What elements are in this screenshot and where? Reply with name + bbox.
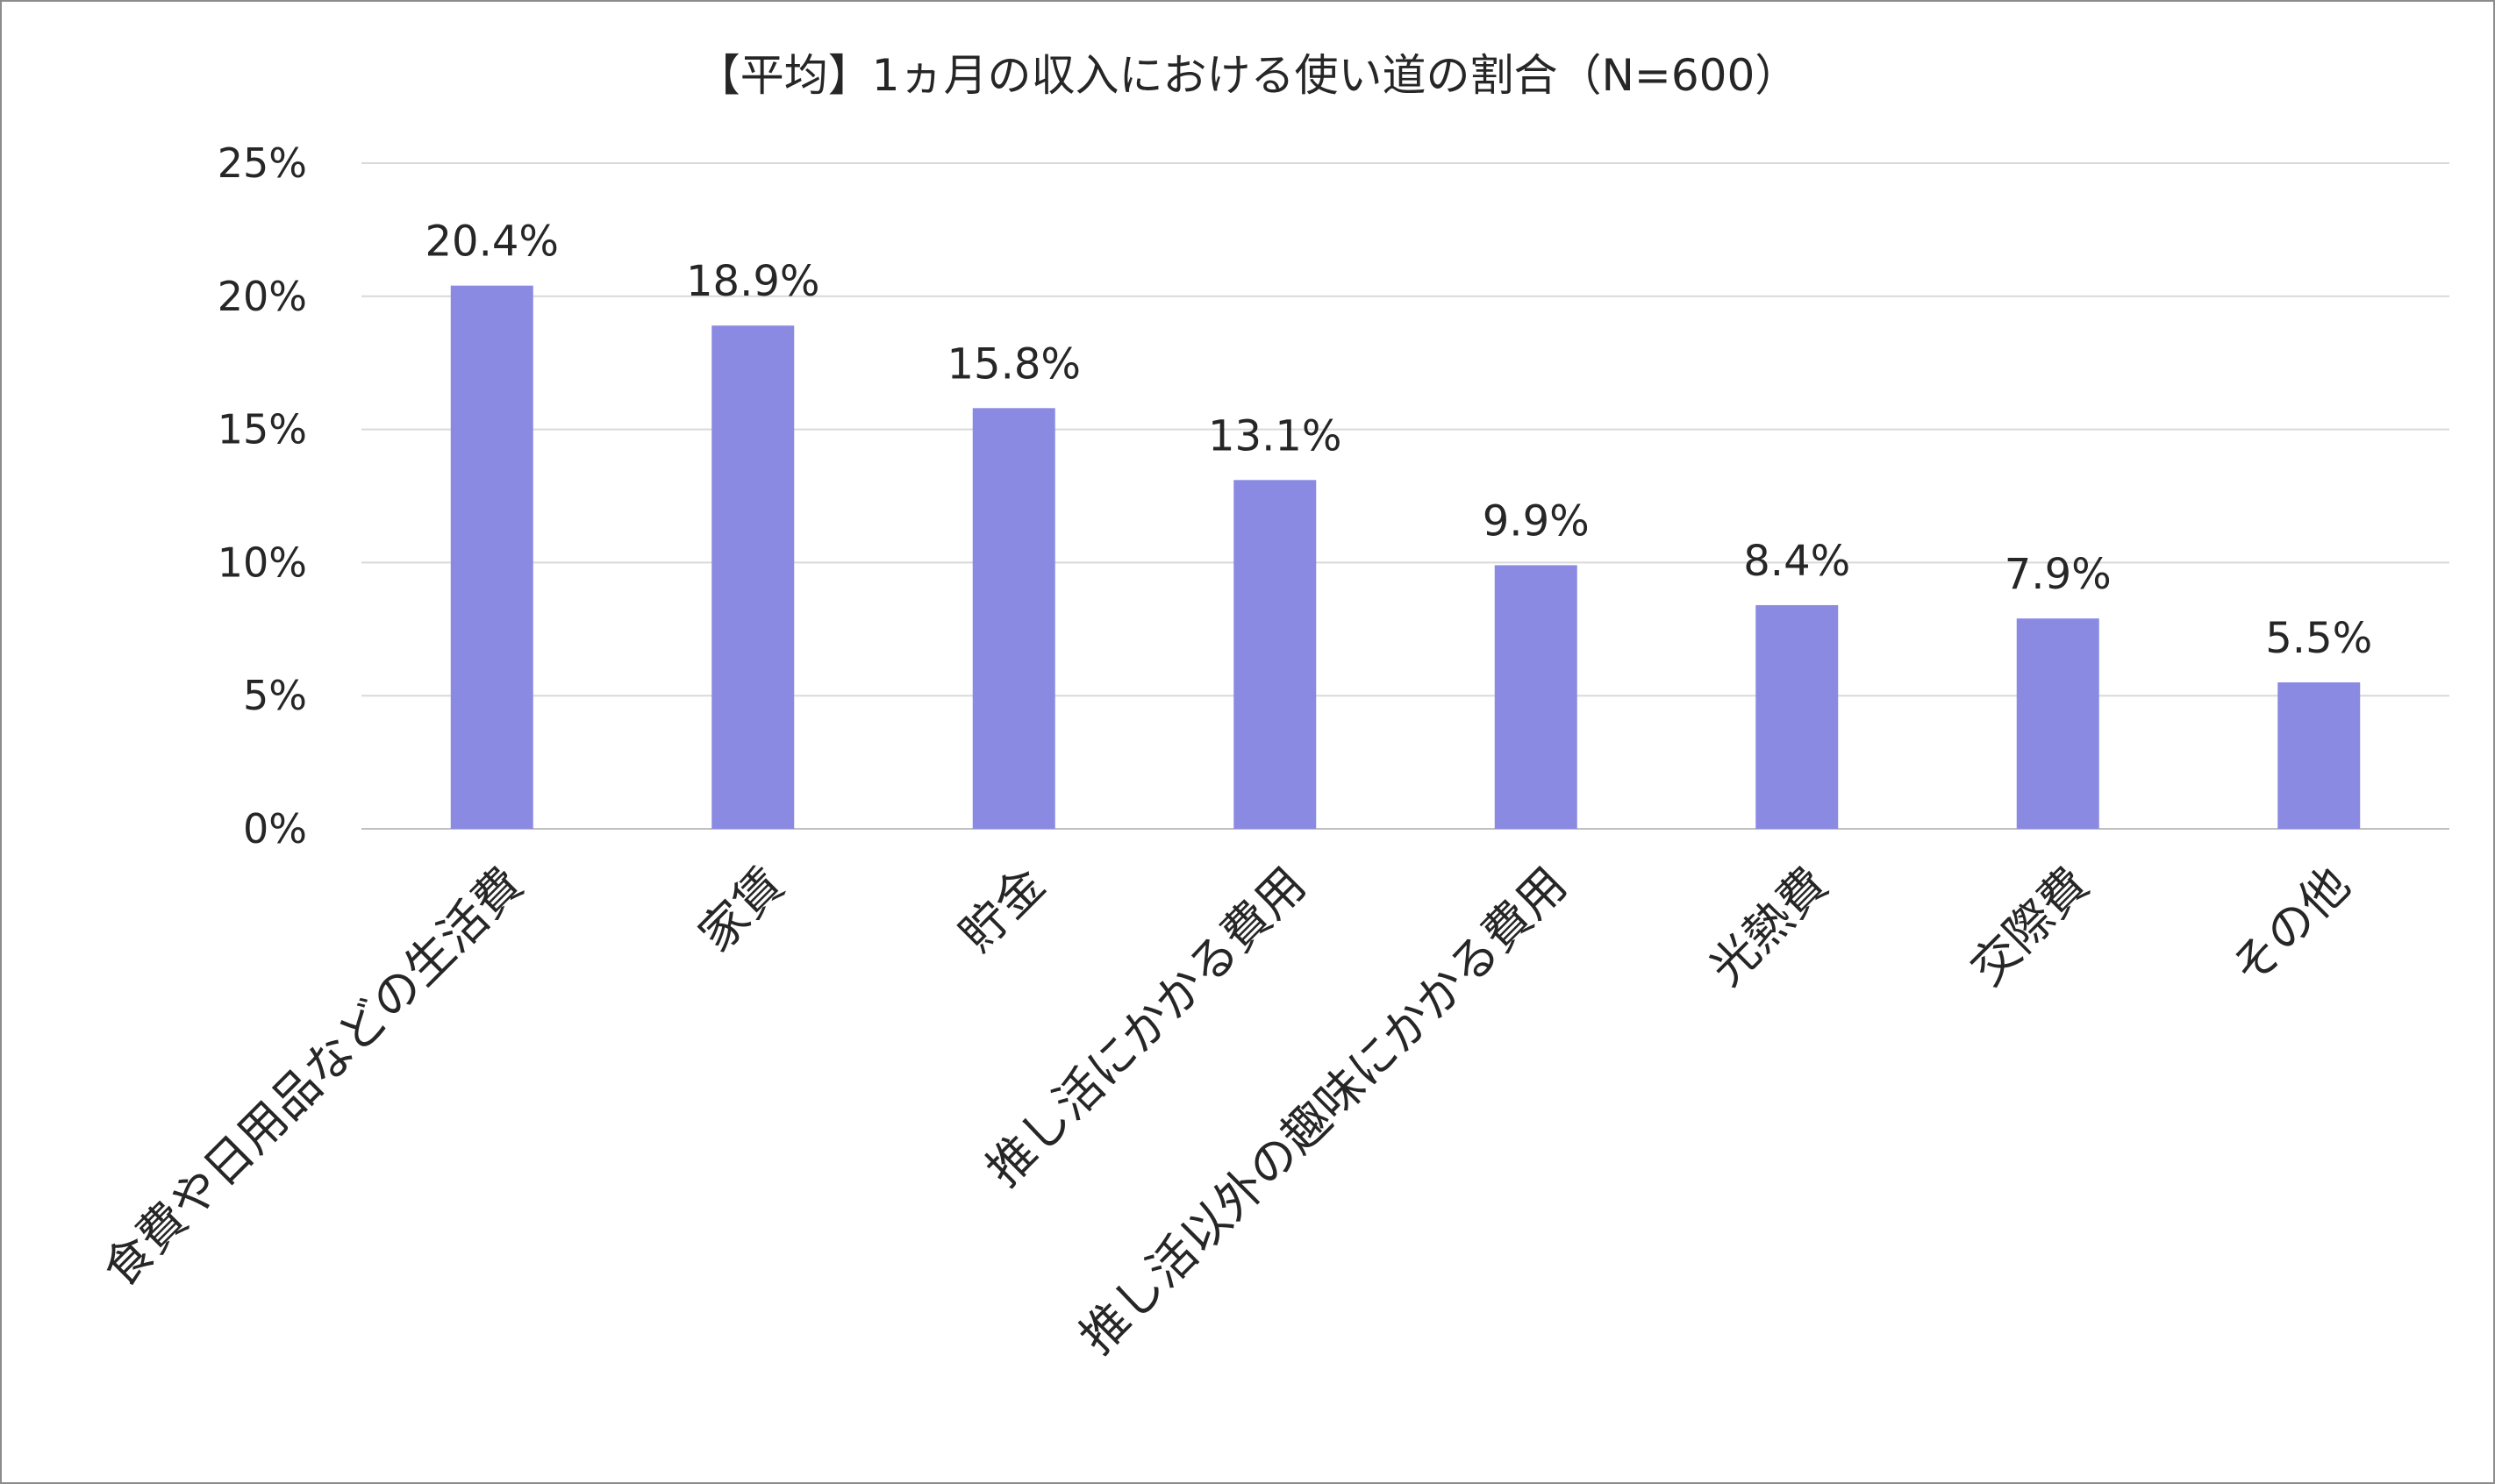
x-tick-label: 光熱費 — [1698, 857, 1838, 996]
data-label: 9.9% — [1483, 496, 1590, 546]
y-tick-label: 10% — [218, 539, 307, 586]
data-label: 8.4% — [1743, 537, 1850, 586]
chart-title: 【平均】1ヵ月の収入における使い道の割合（N=600） — [696, 50, 1799, 101]
bar — [2016, 618, 2099, 829]
y-tick-label: 5% — [243, 672, 307, 719]
data-label: 18.9% — [686, 257, 819, 306]
x-tick-label: 家賃 — [689, 857, 795, 963]
y-tick-label: 20% — [218, 273, 307, 320]
bar — [2277, 682, 2361, 829]
x-tick-label: 貯金 — [949, 857, 1055, 963]
bar — [450, 285, 533, 829]
y-tick-label: 25% — [218, 139, 307, 187]
bar — [1755, 604, 1839, 829]
bar — [1494, 565, 1577, 829]
data-label: 15.8% — [947, 339, 1081, 389]
x-tick-label: 食費や日用品などの生活費 — [92, 857, 533, 1298]
x-tick-label: その他 — [2220, 857, 2360, 996]
x-tick-label: 交際費 — [1960, 857, 2099, 996]
data-label: 5.5% — [2265, 614, 2372, 663]
bar — [972, 408, 1055, 829]
data-label: 20.4% — [425, 218, 559, 267]
bar — [711, 325, 795, 829]
data-label: 13.1% — [1208, 411, 1341, 460]
y-tick-label: 0% — [243, 805, 307, 853]
bar — [1233, 480, 1317, 829]
y-tick-label: 15% — [218, 406, 307, 453]
x-tick-label: 推し活以外の趣味にかかる費用 — [1069, 857, 1577, 1365]
data-label: 7.9% — [2005, 550, 2112, 599]
